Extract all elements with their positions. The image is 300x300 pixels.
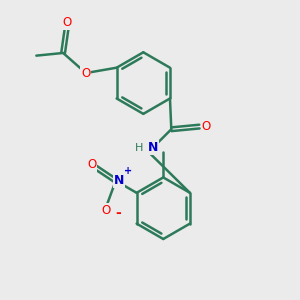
Text: O: O <box>87 158 96 171</box>
Text: H: H <box>135 143 143 153</box>
Text: O: O <box>202 120 211 133</box>
Text: N: N <box>114 174 124 187</box>
Text: O: O <box>81 67 91 80</box>
Text: N: N <box>147 142 158 154</box>
Text: -: - <box>115 206 121 220</box>
Text: O: O <box>102 204 111 217</box>
Text: +: + <box>124 167 132 176</box>
Text: O: O <box>62 16 72 29</box>
